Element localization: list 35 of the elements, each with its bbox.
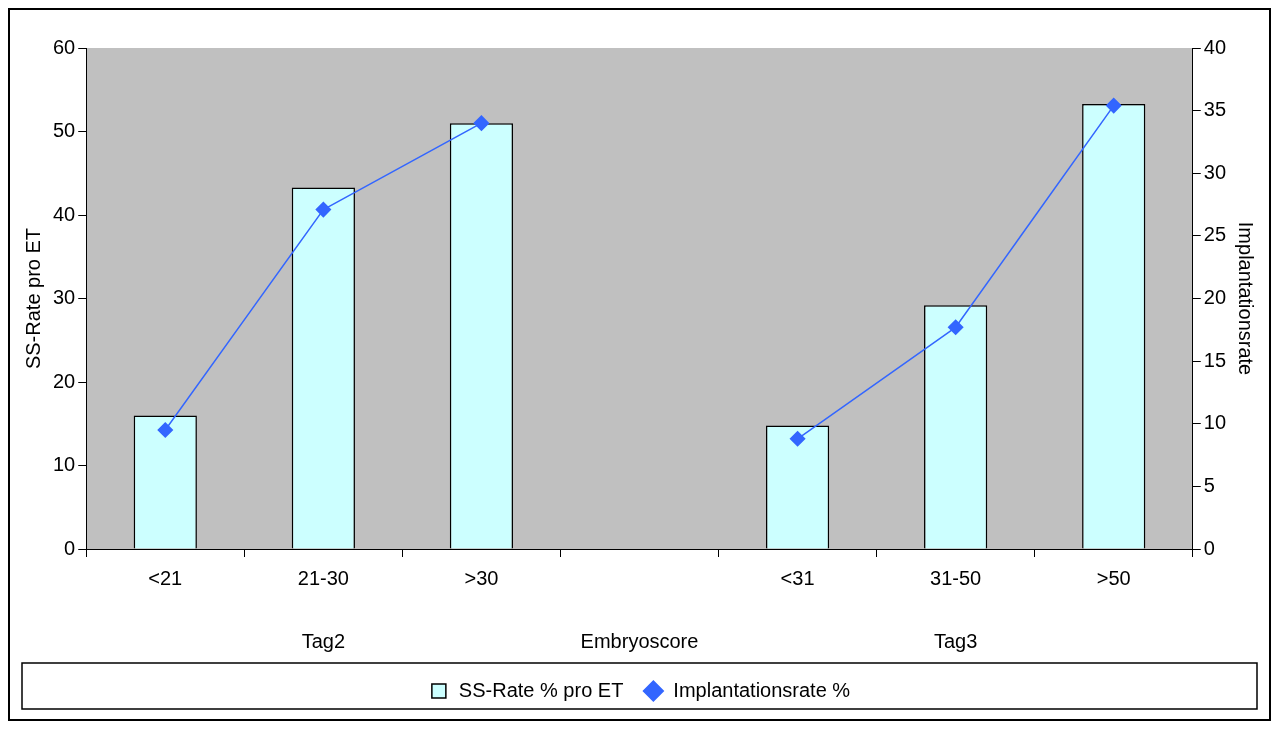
- text: Tag2: [301, 629, 346, 652]
- legend-label: Implantationsrate %: [673, 678, 851, 701]
- y2-tick-label: 25: [1203, 223, 1226, 246]
- point: [947, 319, 964, 336]
- point: [315, 201, 332, 218]
- y-tick-label: 50: [53, 119, 76, 142]
- y2-tick-label: 40: [1203, 35, 1226, 58]
- y-tick-label: 40: [53, 202, 76, 225]
- x-tick-label: 31-50: [930, 566, 982, 589]
- x-tick-label: >30: [464, 566, 499, 589]
- y-tick-label: 20: [53, 369, 76, 392]
- y-tick-label: 10: [53, 453, 76, 476]
- y2-tick-label: 5: [1203, 473, 1215, 496]
- y-tick-label: 30: [53, 286, 76, 309]
- x-tick-label: <21: [148, 566, 183, 589]
- point: [157, 422, 174, 438]
- y2-tick-label: 10: [1203, 411, 1226, 434]
- point: [473, 115, 490, 131]
- y2-tick-label: 15: [1203, 348, 1226, 371]
- x-tick-label: 21-30: [297, 566, 349, 589]
- y2-tick-label: 30: [1203, 160, 1226, 183]
- y-tick-label: 0: [64, 536, 76, 559]
- x-tick-label: >50: [1096, 566, 1131, 589]
- y-axis-title: SS-Rate pro ET: [21, 227, 44, 370]
- legend-label: SS-Rate % pro ET: [458, 678, 624, 701]
- x-tick-label: <31: [780, 566, 815, 589]
- y-tick-label: 60: [53, 35, 76, 58]
- text: Tag3: [933, 629, 978, 652]
- y2-tick-label: 35: [1203, 98, 1226, 121]
- point: [1105, 97, 1122, 114]
- text: Embryoscore: [580, 629, 699, 652]
- point: [789, 431, 806, 447]
- y2-tick-label: 0: [1203, 536, 1215, 559]
- y2-axis-title: Implantationsrate: [1235, 221, 1258, 376]
- y2-tick-label: 20: [1203, 286, 1226, 309]
